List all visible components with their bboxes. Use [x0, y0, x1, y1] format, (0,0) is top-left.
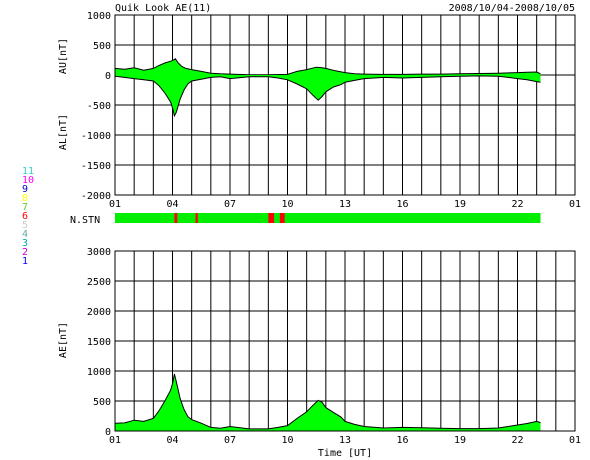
station-count-legend-number: 11 [22, 166, 34, 177]
ae-series-line [114, 373, 541, 430]
ae-x-tick-label: 10 [281, 435, 293, 446]
ae-x-tick-label: 01 [569, 435, 581, 446]
ae-x-tick-label: 22 [511, 435, 523, 446]
x-axis-label: Time [UT] [318, 448, 372, 459]
station-count-legend-number: 9 [22, 184, 28, 195]
ae-x-tick-label: 04 [166, 435, 178, 446]
ae-x-tick-label: 19 [454, 435, 466, 446]
au-axis-label: AU[nT] [58, 38, 69, 74]
station-count-legend-number: 10 [22, 175, 34, 186]
ae-x-tick-label: 16 [396, 435, 408, 446]
ae-x-tick-label: 01 [109, 435, 121, 446]
au-al-y-tick-label: 1000 [87, 11, 111, 22]
au-al-x-tick-label: 19 [454, 199, 466, 210]
ae-y-tick-label: 1000 [87, 367, 111, 378]
au-al-x-tick-label: 04 [166, 199, 178, 210]
station-count-legend-number: 1 [22, 256, 28, 267]
ae-y-tick-label: 1500 [87, 337, 111, 348]
chart-title: Quik Look AE(11) [115, 3, 211, 14]
au-al-panel: 1000 500 0 -500 -1000 -1500 -2000 01 04 07 10 13 16… [58, 11, 581, 210]
ae-y-tick-label: 3000 [87, 247, 111, 258]
ae-axis-label: AE[nT] [58, 322, 69, 358]
au-al-y-tick-label: -1000 [81, 131, 111, 142]
ae-panel: 3000 2500 2000 1500 1000 500 0 01 04 07 10 13 16 19 2… [58, 247, 581, 459]
station-count-legend-number: 3 [22, 238, 28, 249]
ae-y-tick-label: 0 [105, 427, 111, 438]
au-al-y-tick-label: -500 [87, 101, 111, 112]
station-dropout-mark [174, 213, 178, 223]
station-bar [115, 213, 541, 223]
station-label: N.STN [70, 215, 100, 226]
au-al-y-tick-labels: 1000 500 0 -500 -1000 -1500 -2000 [81, 11, 111, 202]
au-al-x-tick-label: 16 [396, 199, 408, 210]
au-al-x-tick-label: 01 [569, 199, 581, 210]
au-al-y-tick-label: 0 [105, 71, 111, 82]
au-al-y-tick-label: -2000 [81, 191, 111, 202]
au-al-series [114, 58, 541, 118]
al-axis-label: AL[nT] [58, 114, 69, 150]
station-count-legend-number: 4 [22, 229, 28, 240]
au-al-frame [114, 14, 576, 196]
au-series-line [114, 58, 541, 76]
station-count-legend-number: 2 [22, 247, 28, 258]
al-series-line [114, 75, 541, 118]
au-al-x-tick-labels: 01 04 07 10 13 16 19 22 01 [109, 199, 581, 210]
au-al-x-tick-label: 22 [511, 199, 523, 210]
au-al-x-tick-label: 01 [109, 199, 121, 210]
ae-x-tick-label: 13 [339, 435, 351, 446]
ae-x-tick-labels: 01 04 07 10 13 16 19 22 01 [109, 435, 581, 446]
station-dropout-mark [279, 213, 285, 223]
au-al-y-tick-label: 500 [93, 41, 111, 52]
ae-y-tick-label: 2000 [87, 307, 111, 318]
al-series-fill [115, 75, 541, 116]
ae-series [114, 373, 541, 431]
ae-x-tick-label: 07 [224, 435, 236, 446]
station-count-legend-number: 5 [22, 220, 28, 231]
ae-frame [114, 250, 576, 432]
station-coverage-bar [115, 213, 541, 223]
station-dropout-mark [268, 213, 275, 223]
ae-grid [114, 250, 576, 432]
au-al-grid [114, 14, 576, 196]
au-al-y-tick-label: -1500 [81, 161, 111, 172]
station-dropout-mark [195, 213, 198, 223]
au-al-x-tick-label: 10 [281, 199, 293, 210]
au-al-x-tick-label: 07 [224, 199, 236, 210]
au-al-x-tick-label: 13 [339, 199, 351, 210]
station-count-legend-number: 7 [22, 202, 28, 213]
ae-y-tick-labels: 3000 2500 2000 1500 1000 500 0 [87, 247, 111, 438]
station-count-legend-number: 6 [22, 211, 28, 222]
station-count-legend-number: 8 [22, 193, 28, 204]
ae-y-tick-label: 2500 [87, 277, 111, 288]
au-series-fill [115, 58, 541, 75]
date-range: 2008/10/04-2008/10/05 [449, 3, 575, 14]
ae-y-tick-label: 500 [93, 397, 111, 408]
ae-series-fill [115, 374, 541, 431]
